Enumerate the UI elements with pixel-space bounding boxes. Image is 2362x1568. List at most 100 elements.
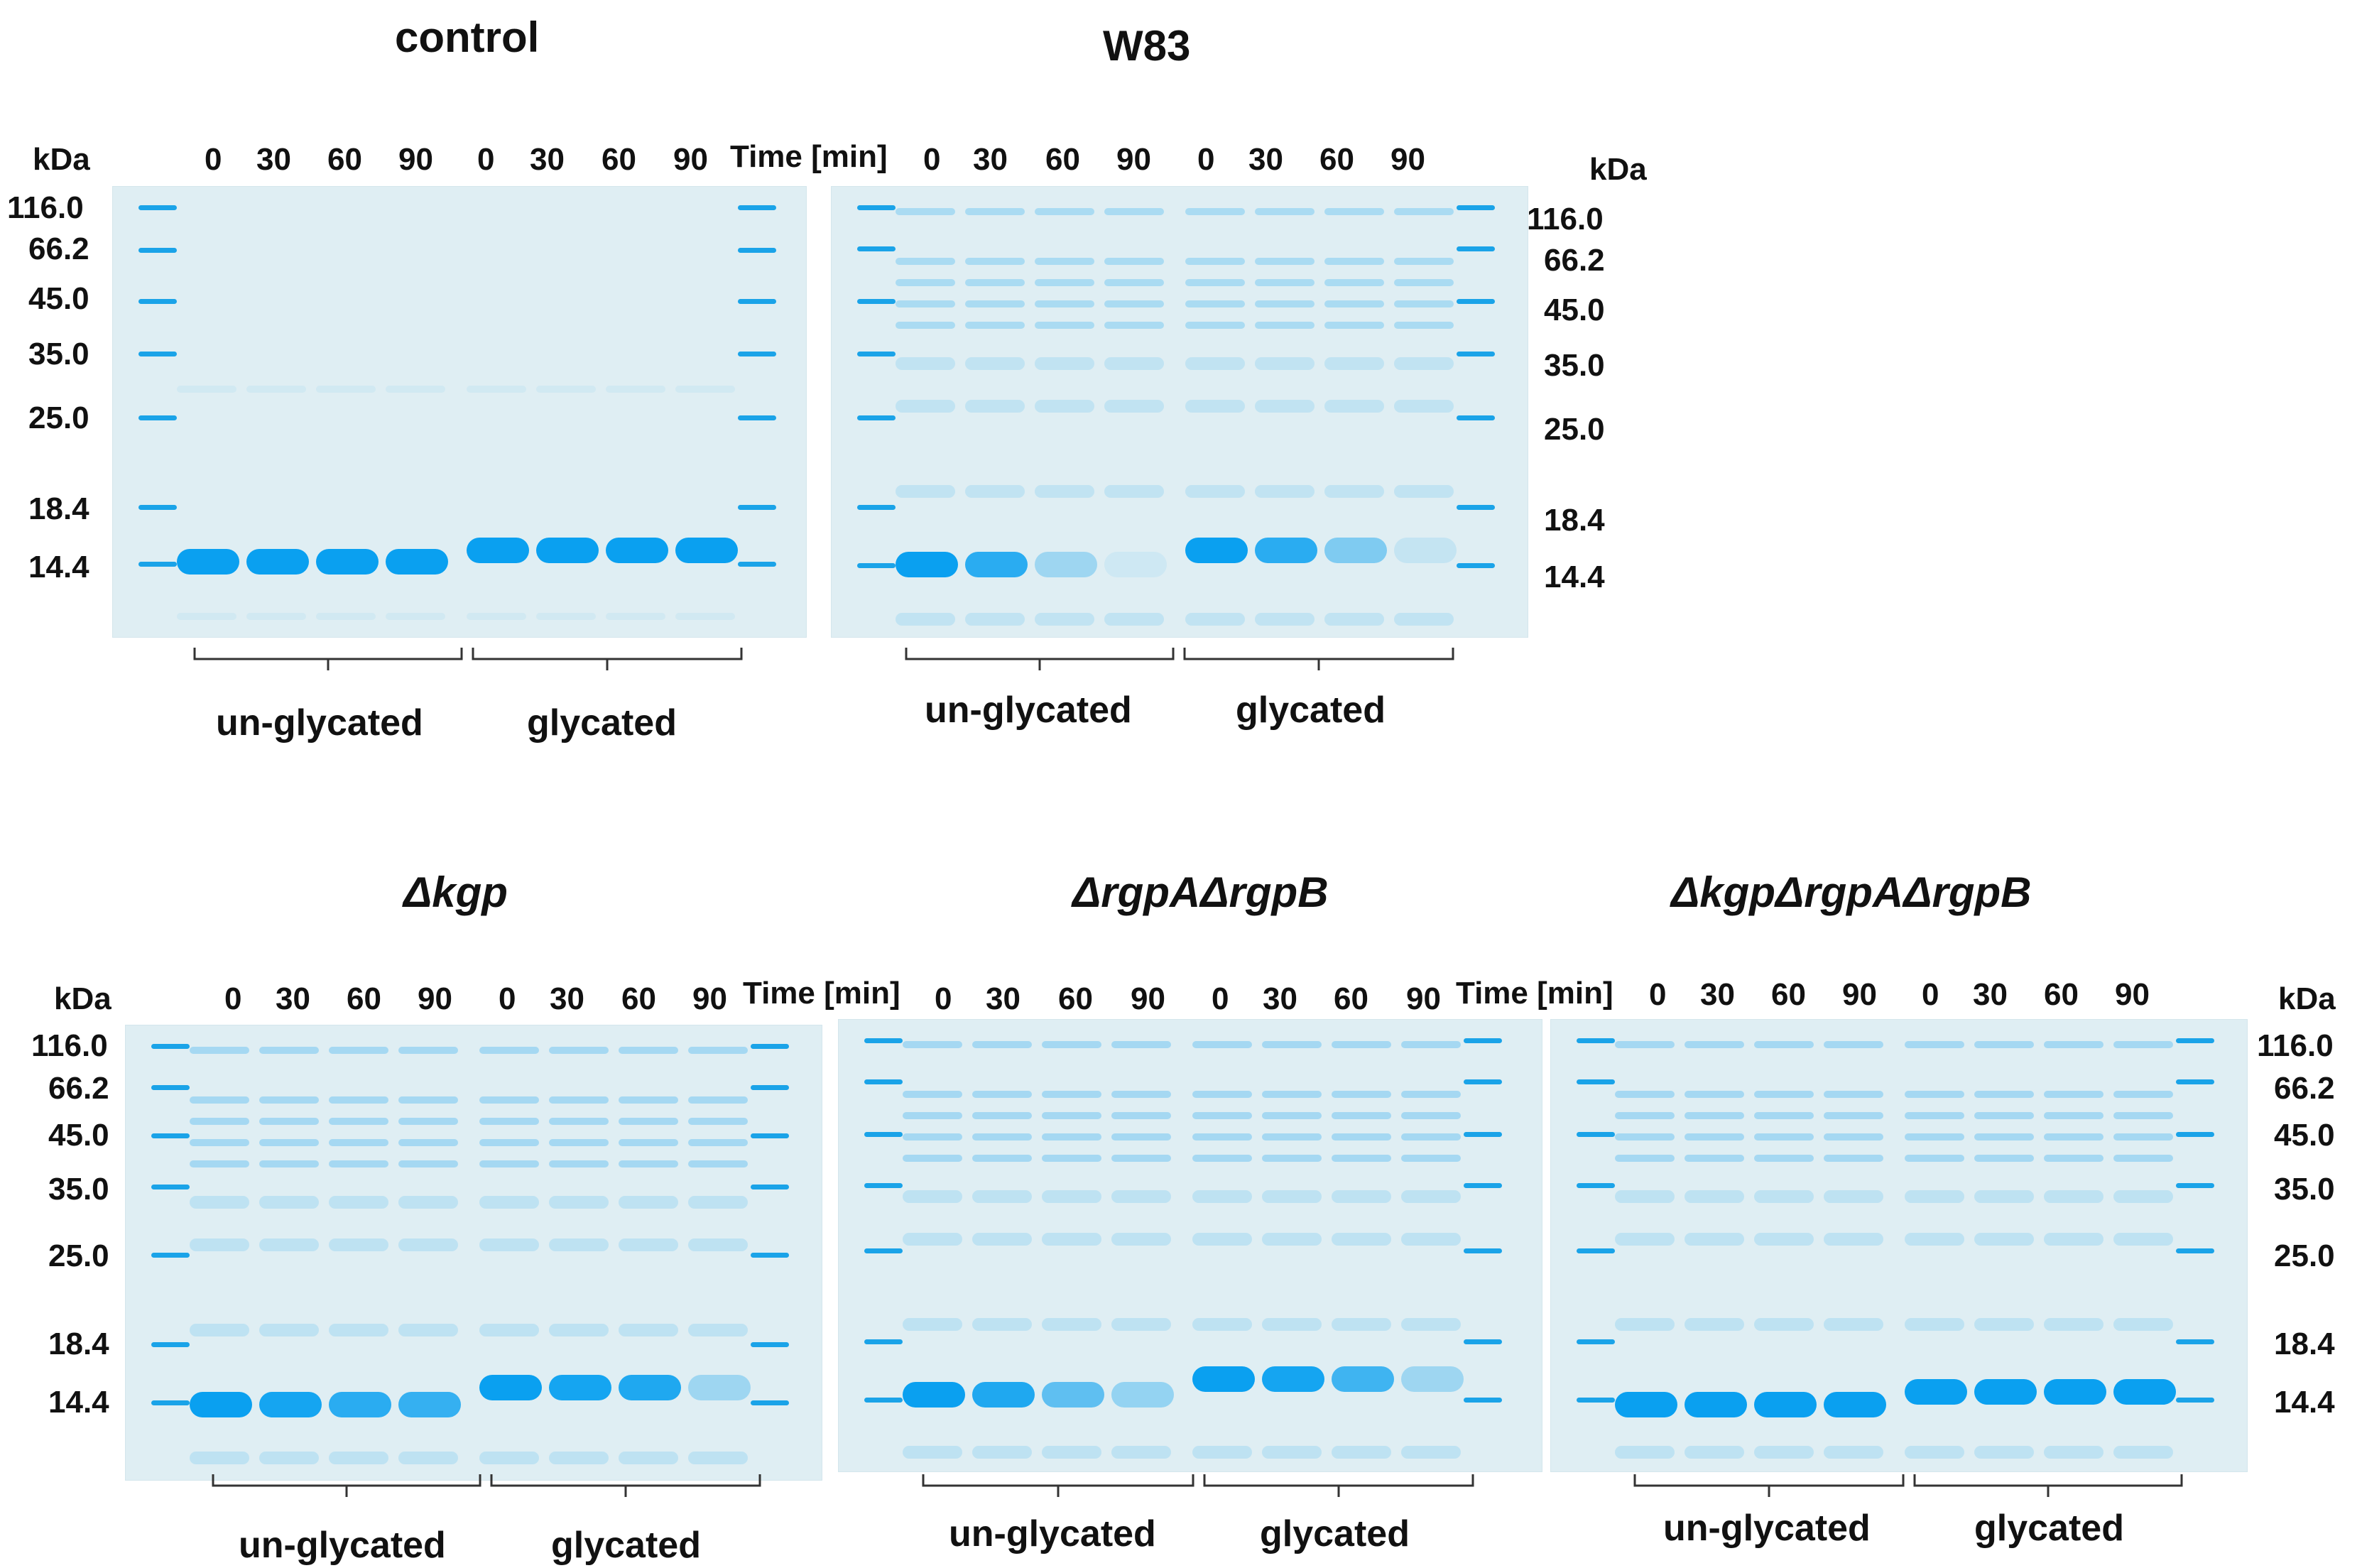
smear-band: [1905, 1233, 1964, 1246]
smear-band: [2113, 1233, 2173, 1246]
smear-band: [1255, 400, 1315, 413]
smear-band: [1824, 1091, 1883, 1098]
smear-band: [1185, 258, 1245, 265]
mw-label: 14.4: [2274, 1385, 2335, 1420]
band-glycated: [549, 1375, 611, 1400]
time-label: 60: [1319, 142, 1354, 177]
smear-band: [1192, 1233, 1252, 1246]
smear-band: [246, 386, 306, 393]
ladder-marker-band: [1464, 1248, 1502, 1253]
smear-band: [1401, 1155, 1461, 1162]
smear-band: [1262, 1112, 1322, 1119]
bracket-unglycated-triple: [1633, 1474, 1905, 1497]
smear-band: [398, 1096, 458, 1104]
smear-band: [1192, 1133, 1252, 1140]
smear-band: [1262, 1091, 1322, 1098]
smear-band: [1974, 1233, 2034, 1246]
smear-band: [1262, 1446, 1322, 1459]
smear-band: [688, 1196, 748, 1209]
ladder-marker-band: [738, 562, 776, 567]
smear-band: [1185, 208, 1245, 215]
time-label: 30: [986, 981, 1021, 1016]
ladder-marker-band: [2176, 1079, 2214, 1084]
band-glycated: [606, 538, 668, 563]
panel-title-drgpa-drgpb: ΔrgpAΔrgpB: [1072, 869, 1329, 916]
time-label: 0: [224, 981, 242, 1016]
smear-band: [1394, 400, 1454, 413]
smear-band: [903, 1190, 962, 1203]
mw-label: 14.4: [1544, 560, 1605, 594]
smear-band: [1324, 400, 1384, 413]
mw-label: 66.2: [28, 232, 89, 266]
smear-band: [190, 1452, 249, 1464]
smear-band: [246, 613, 306, 620]
smear-band: [1394, 300, 1454, 307]
smear-band: [1615, 1446, 1675, 1459]
smear-band: [688, 1139, 748, 1146]
ladder-marker-band: [1577, 1339, 1615, 1344]
band-glycated: [1974, 1379, 2037, 1405]
ladder-marker-band: [138, 205, 177, 210]
smear-band: [1324, 613, 1384, 626]
band-glycated: [1324, 538, 1387, 563]
time-label: 0: [477, 142, 495, 177]
ladder-marker-band: [151, 1044, 190, 1049]
smear-band: [536, 386, 596, 393]
mw-label: 35.0: [48, 1172, 109, 1207]
smear-band: [1615, 1318, 1675, 1331]
ladder-marker-band: [864, 1248, 903, 1253]
smear-band: [1111, 1446, 1171, 1459]
band-unglycated: [965, 552, 1028, 577]
smear-band: [1111, 1318, 1171, 1331]
smear-band: [1615, 1190, 1675, 1203]
smear-band: [329, 1160, 388, 1167]
time-label: 0: [499, 981, 516, 1016]
smear-band: [606, 613, 665, 620]
smear-band: [1332, 1091, 1391, 1098]
smear-band: [688, 1047, 748, 1054]
smear-band: [1111, 1112, 1171, 1119]
smear-band: [1185, 613, 1245, 626]
ladder-marker-band: [751, 1185, 789, 1189]
mw-label: 14.4: [28, 550, 89, 584]
mw-label: 66.2: [1544, 243, 1605, 278]
smear-band: [398, 1196, 458, 1209]
smear-band: [2044, 1041, 2104, 1048]
smear-band: [329, 1118, 388, 1125]
smear-band: [1332, 1112, 1391, 1119]
band-unglycated: [1754, 1392, 1817, 1417]
band-unglycated: [1035, 552, 1097, 577]
smear-band: [1974, 1041, 2034, 1048]
group-label-glycated: glycated: [1236, 690, 1386, 731]
smear-band: [398, 1160, 458, 1167]
band-unglycated: [1685, 1392, 1747, 1417]
band-glycated: [1192, 1366, 1255, 1392]
time-label: 0: [205, 142, 222, 177]
mw-label: 25.0: [28, 401, 89, 435]
smear-band: [1042, 1091, 1101, 1098]
band-unglycated: [386, 549, 448, 575]
smear-band: [896, 279, 955, 286]
smear-band: [479, 1324, 539, 1336]
band-glycated: [536, 538, 599, 563]
smear-band: [1192, 1112, 1252, 1119]
time-label: 90: [2115, 977, 2150, 1012]
time-label: 30: [276, 981, 310, 1016]
smear-band: [1754, 1041, 1814, 1048]
smear-band: [386, 613, 445, 620]
ladder-marker-band: [738, 505, 776, 510]
ladder-marker-band: [1577, 1248, 1615, 1253]
smear-band: [329, 1452, 388, 1464]
smear-band: [1754, 1155, 1814, 1162]
smear-band: [2113, 1190, 2173, 1203]
bracket-unglycated-control: [193, 648, 463, 670]
time-label: 0: [1212, 981, 1229, 1016]
ladder-marker-band: [1577, 1079, 1615, 1084]
mw-label: 25.0: [1544, 412, 1605, 447]
ladder-marker-band: [864, 1079, 903, 1084]
smear-band: [386, 386, 445, 393]
ladder-marker-band: [1457, 299, 1495, 304]
ladder-marker-band: [738, 415, 776, 420]
band-glycated: [1185, 538, 1248, 563]
smear-band: [1401, 1133, 1461, 1140]
